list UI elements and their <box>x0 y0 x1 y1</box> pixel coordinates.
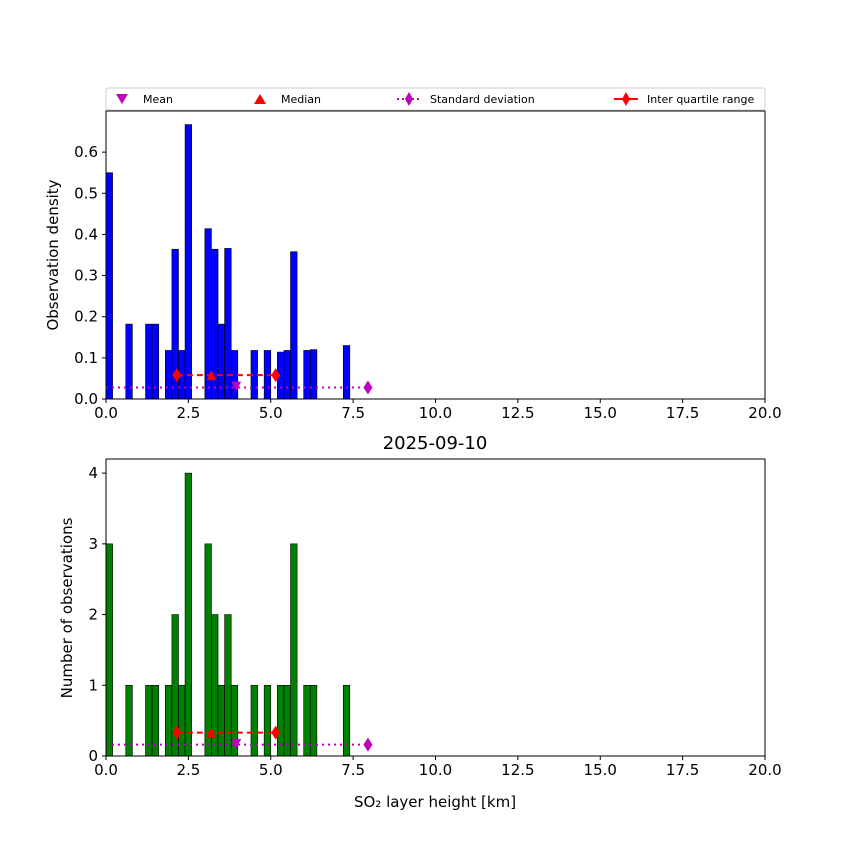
legend-frame <box>105 87 766 111</box>
x-tick-label: 0.0 <box>94 761 118 779</box>
y-axis-label: Number of observations <box>58 517 76 698</box>
bar <box>283 350 291 400</box>
x-tick-label: 7.5 <box>341 761 365 779</box>
x-tick-label: 0.0 <box>94 404 118 422</box>
chart-title: 2025-09-10 <box>383 433 488 454</box>
x-tick-label: 15.0 <box>584 761 617 779</box>
y-tick-label: 0.5 <box>74 184 98 202</box>
bar <box>290 543 298 757</box>
legend-label: Mean <box>143 93 173 106</box>
bar <box>342 345 351 400</box>
x-tick-label: 5.0 <box>259 761 283 779</box>
y-tick-label: 0 <box>88 747 98 765</box>
mean-marker <box>231 738 242 749</box>
y-tick-label: 0.0 <box>74 390 98 408</box>
x-axis-label: SO₂ layer height [km] <box>354 793 516 811</box>
x-tick-label: 10.0 <box>419 761 452 779</box>
y-tick-label: 3 <box>88 535 98 553</box>
bar <box>184 472 192 757</box>
bar <box>224 248 232 400</box>
y-axis: 0.0 0.1 0.2 0.3 0.4 0.5 0.6 <box>74 143 106 408</box>
x-tick-label: 5.0 <box>259 404 283 422</box>
legend-entry-median: Median <box>254 93 321 106</box>
y-tick-label: 1 <box>88 676 98 694</box>
legend-entry-iqr: Inter quartile range <box>614 92 754 106</box>
x-tick-label: 12.5 <box>501 404 534 422</box>
median-marker <box>206 370 217 381</box>
legend-label: Standard deviation <box>430 93 535 106</box>
count-histogram-panel: 2025-09-10 Number of observations SO₂ la… <box>58 433 782 811</box>
x-tick-label: 2.5 <box>176 404 200 422</box>
bar <box>204 543 212 757</box>
std-end-marker <box>363 737 373 752</box>
legend: Mean Median Standard deviation Inter qua… <box>105 87 766 111</box>
x-tick-label: 20.0 <box>748 761 781 779</box>
median-marker-icon <box>254 94 266 104</box>
x-axis: 0.0 2.5 5.0 7.5 10.0 12.5 15.0 17.5 20.0 <box>94 399 782 422</box>
y-tick-label: 0.4 <box>74 225 98 243</box>
x-tick-label: 17.5 <box>666 761 699 779</box>
iqr-start-marker <box>172 368 182 383</box>
legend-entry-mean: Mean <box>116 93 173 106</box>
x-axis: 0.0 2.5 5.0 7.5 10.0 12.5 15.0 17.5 20.0 <box>94 756 782 779</box>
y-tick-label: 4 <box>88 464 98 482</box>
bar <box>105 172 113 400</box>
bar <box>309 349 318 400</box>
statistics-overlay <box>106 368 373 395</box>
y-tick-label: 0.2 <box>74 308 98 326</box>
x-tick-label: 10.0 <box>419 404 452 422</box>
mean-marker-icon <box>116 94 128 104</box>
x-tick-label: 7.5 <box>341 404 365 422</box>
legend-label: Median <box>281 93 321 106</box>
x-tick-label: 20.0 <box>748 404 781 422</box>
std-end-marker <box>363 380 373 395</box>
bar <box>224 614 232 757</box>
legend-label: Inter quartile range <box>647 93 754 106</box>
y-tick-label: 2 <box>88 606 98 624</box>
x-tick-label: 12.5 <box>501 761 534 779</box>
bar <box>165 350 173 400</box>
x-tick-label: 15.0 <box>584 404 617 422</box>
iqr-end-marker <box>271 368 281 383</box>
iqr-marker-icon <box>622 92 630 106</box>
legend-entry-std: Standard deviation <box>397 92 535 106</box>
iqr-start-marker <box>172 725 182 740</box>
y-axis: 0 1 2 3 4 <box>88 464 106 765</box>
y-axis-label: Observation density <box>44 179 62 330</box>
std-marker-icon <box>405 92 413 106</box>
y-tick-label: 0.6 <box>74 143 98 161</box>
statistics-overlay <box>106 725 373 752</box>
y-tick-label: 0.1 <box>74 349 98 367</box>
density-histogram-panel: Observation density 0.0 2.5 5.0 7.5 10.0 12.5… <box>44 110 782 422</box>
median-marker <box>206 727 217 738</box>
bar <box>184 124 192 400</box>
x-tick-label: 2.5 <box>176 761 200 779</box>
y-tick-label: 0.3 <box>74 267 98 285</box>
mean-marker <box>231 381 242 392</box>
x-tick-label: 17.5 <box>666 404 699 422</box>
bar <box>303 350 311 400</box>
bar <box>105 543 113 757</box>
iqr-end-marker <box>271 725 281 740</box>
bar <box>290 251 298 400</box>
